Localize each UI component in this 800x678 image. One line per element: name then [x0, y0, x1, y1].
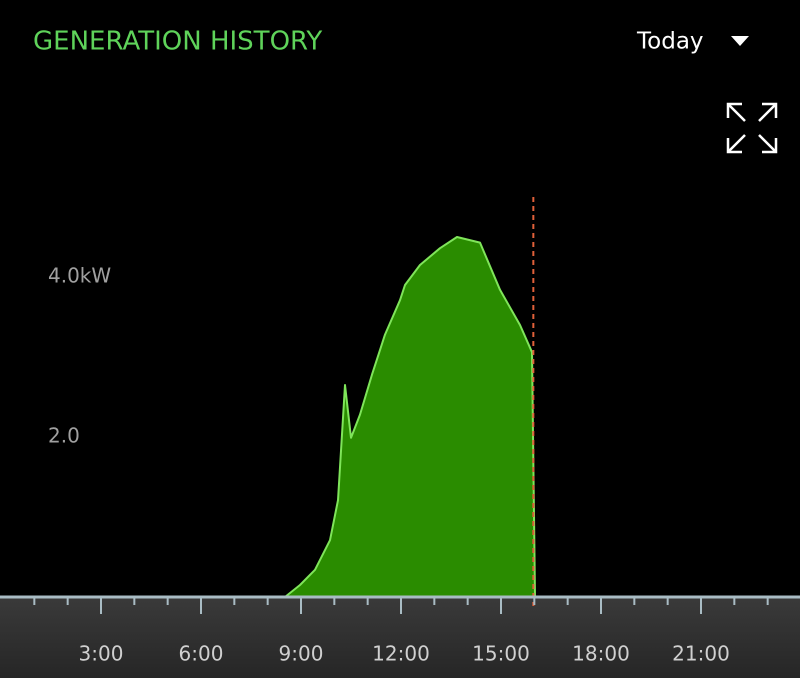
x-tick-label: 15:00 [472, 642, 530, 666]
x-tick-label: 21:00 [672, 642, 730, 666]
period-selector[interactable]: Today [636, 29, 704, 55]
generation-area [284, 236, 536, 598]
y-tick-label: 2.0 [48, 424, 80, 448]
x-tick-label: 6:00 [179, 642, 224, 666]
y-tick-label: 4.0kW [48, 264, 111, 288]
expand-icon[interactable] [726, 102, 778, 154]
chart-title: GENERATION HISTORY [33, 27, 322, 57]
x-tick-label: 3:00 [79, 642, 124, 666]
x-tick-label: 12:00 [372, 642, 430, 666]
x-tick-label: 18:00 [572, 642, 630, 666]
plot: 3:00 6:00 9:00 12:00 15:00 18:00 21:00 2.0 4.0kW [0, 197, 800, 666]
dropdown-arrow[interactable] [731, 36, 749, 46]
x-tick-label: 9:00 [279, 642, 324, 666]
